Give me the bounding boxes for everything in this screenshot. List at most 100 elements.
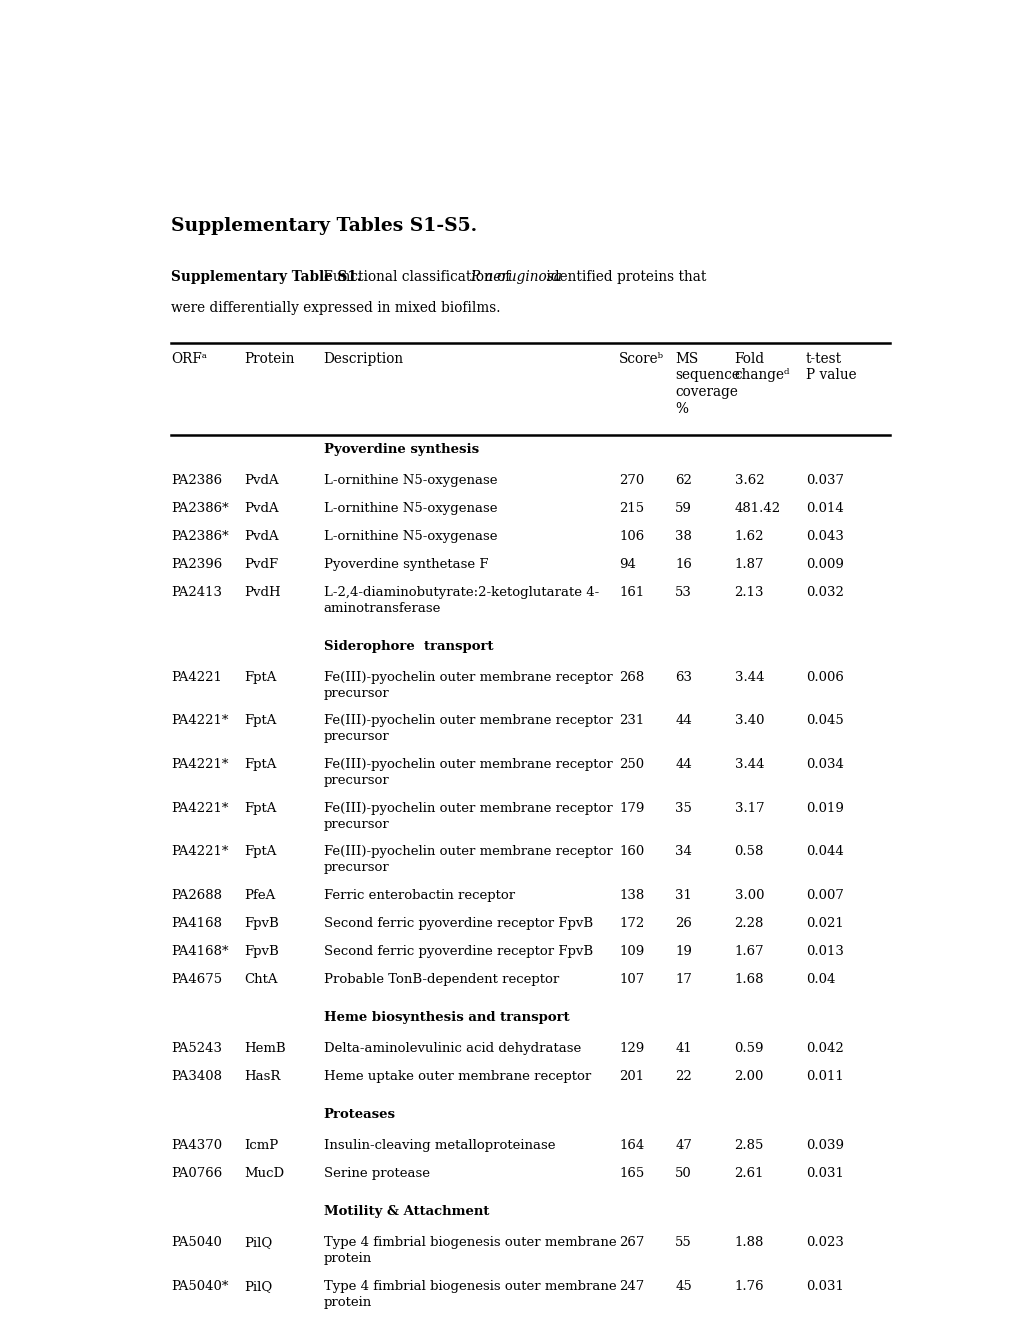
Text: Pyoverdine synthesis: Pyoverdine synthesis <box>323 444 478 455</box>
Text: HasR: HasR <box>245 1071 280 1084</box>
Text: PA4168: PA4168 <box>171 917 222 931</box>
Text: Supplementary Table S1.: Supplementary Table S1. <box>171 271 362 284</box>
Text: 160: 160 <box>619 846 644 858</box>
Text: 59: 59 <box>675 502 692 515</box>
Text: 1.67: 1.67 <box>734 945 763 958</box>
Text: PvdH: PvdH <box>245 586 281 599</box>
Text: Heme uptake outer membrane receptor: Heme uptake outer membrane receptor <box>323 1071 590 1084</box>
Text: 0.019: 0.019 <box>805 801 843 814</box>
Text: 38: 38 <box>675 529 692 543</box>
Text: 0.021: 0.021 <box>805 917 843 931</box>
Text: Second ferric pyoverdine receptor FpvB: Second ferric pyoverdine receptor FpvB <box>323 945 592 958</box>
Text: Type 4 fimbrial biogenesis outer membrane
protein: Type 4 fimbrial biogenesis outer membran… <box>323 1237 615 1266</box>
Text: 2.13: 2.13 <box>734 586 763 599</box>
Text: 44: 44 <box>675 714 691 727</box>
Text: 31: 31 <box>675 890 692 902</box>
Text: L-2,4-diaminobutyrate:2-ketoglutarate 4-
aminotransferase: L-2,4-diaminobutyrate:2-ketoglutarate 4-… <box>323 586 598 615</box>
Text: Fe(III)-pyochelin outer membrane receptor
precursor: Fe(III)-pyochelin outer membrane recepto… <box>323 758 611 787</box>
Text: Fe(III)-pyochelin outer membrane receptor
precursor: Fe(III)-pyochelin outer membrane recepto… <box>323 801 611 830</box>
Text: PA5243: PA5243 <box>171 1043 222 1055</box>
Text: 35: 35 <box>675 801 692 814</box>
Text: Delta-aminolevulinic acid dehydratase: Delta-aminolevulinic acid dehydratase <box>323 1043 580 1055</box>
Text: PA4370: PA4370 <box>171 1139 222 1152</box>
Text: PA4221*: PA4221* <box>171 758 228 771</box>
Text: 47: 47 <box>675 1139 692 1152</box>
Text: PA2386*: PA2386* <box>171 529 228 543</box>
Text: 53: 53 <box>675 586 692 599</box>
Text: PfeA: PfeA <box>245 890 275 902</box>
Text: 0.007: 0.007 <box>805 890 843 902</box>
Text: ChtA: ChtA <box>245 973 278 986</box>
Text: PvdF: PvdF <box>245 558 278 570</box>
Text: PA2413: PA2413 <box>171 586 222 599</box>
Text: PA3408: PA3408 <box>171 1071 222 1084</box>
Text: 179: 179 <box>619 801 644 814</box>
Text: 17: 17 <box>675 973 692 986</box>
Text: Serine protease: Serine protease <box>323 1167 429 1180</box>
Text: were differentially expressed in mixed biofilms.: were differentially expressed in mixed b… <box>171 301 500 314</box>
Text: 0.042: 0.042 <box>805 1043 843 1055</box>
Text: 0.014: 0.014 <box>805 502 843 515</box>
Text: Proteases: Proteases <box>323 1109 395 1121</box>
Text: 2.61: 2.61 <box>734 1167 763 1180</box>
Text: 3.40: 3.40 <box>734 714 763 727</box>
Text: 231: 231 <box>619 714 644 727</box>
Text: Motility & Attachment: Motility & Attachment <box>323 1205 488 1218</box>
Text: P. aeruginosa: P. aeruginosa <box>470 271 561 284</box>
Text: PA4221*: PA4221* <box>171 801 228 814</box>
Text: 0.045: 0.045 <box>805 714 843 727</box>
Text: 0.039: 0.039 <box>805 1139 843 1152</box>
Text: 164: 164 <box>619 1139 644 1152</box>
Text: 3.44: 3.44 <box>734 758 763 771</box>
Text: PA0766: PA0766 <box>171 1167 222 1180</box>
Text: 0.59: 0.59 <box>734 1043 763 1055</box>
Text: 0.58: 0.58 <box>734 846 763 858</box>
Text: 270: 270 <box>619 474 644 487</box>
Text: 0.013: 0.013 <box>805 945 843 958</box>
Text: PA2396: PA2396 <box>171 558 222 570</box>
Text: 106: 106 <box>619 529 644 543</box>
Text: PilQ: PilQ <box>245 1280 272 1294</box>
Text: PA5040*: PA5040* <box>171 1280 228 1294</box>
Text: 2.28: 2.28 <box>734 917 763 931</box>
Text: 250: 250 <box>619 758 644 771</box>
Text: 34: 34 <box>675 846 692 858</box>
Text: PvdA: PvdA <box>245 529 279 543</box>
Text: 0.031: 0.031 <box>805 1167 843 1180</box>
Text: 165: 165 <box>619 1167 644 1180</box>
Text: PA4221*: PA4221* <box>171 714 228 727</box>
Text: L-ornithine N5-oxygenase: L-ornithine N5-oxygenase <box>323 502 496 515</box>
Text: PA2386*: PA2386* <box>171 502 228 515</box>
Text: 161: 161 <box>619 586 644 599</box>
Text: 1.88: 1.88 <box>734 1237 763 1249</box>
Text: Description: Description <box>323 351 404 366</box>
Text: Fold
changeᵈ: Fold changeᵈ <box>734 351 790 383</box>
Text: t-test
P value: t-test P value <box>805 351 856 383</box>
Text: 0.037: 0.037 <box>805 474 843 487</box>
Text: 63: 63 <box>675 671 692 684</box>
Text: Siderophore  transport: Siderophore transport <box>323 640 492 652</box>
Text: ORFᵃ: ORFᵃ <box>171 351 207 366</box>
Text: 129: 129 <box>619 1043 644 1055</box>
Text: 1.62: 1.62 <box>734 529 763 543</box>
Text: 481.42: 481.42 <box>734 502 780 515</box>
Text: 0.034: 0.034 <box>805 758 843 771</box>
Text: 268: 268 <box>619 671 644 684</box>
Text: MS
sequence
coverage
%: MS sequence coverage % <box>675 351 740 416</box>
Text: PA2688: PA2688 <box>171 890 222 902</box>
Text: PvdA: PvdA <box>245 474 279 487</box>
Text: PA5040: PA5040 <box>171 1237 222 1249</box>
Text: 138: 138 <box>619 890 644 902</box>
Text: 267: 267 <box>619 1237 644 1249</box>
Text: Ferric enterobactin receptor: Ferric enterobactin receptor <box>323 890 515 902</box>
Text: identified proteins that: identified proteins that <box>541 271 705 284</box>
Text: PA4168*: PA4168* <box>171 945 228 958</box>
Text: Scoreᵇ: Scoreᵇ <box>619 351 663 366</box>
Text: 41: 41 <box>675 1043 691 1055</box>
Text: 215: 215 <box>619 502 644 515</box>
Text: Functional classification of: Functional classification of <box>318 271 514 284</box>
Text: 107: 107 <box>619 973 644 986</box>
Text: 0.044: 0.044 <box>805 846 843 858</box>
Text: 0.006: 0.006 <box>805 671 843 684</box>
Text: FptA: FptA <box>245 846 276 858</box>
